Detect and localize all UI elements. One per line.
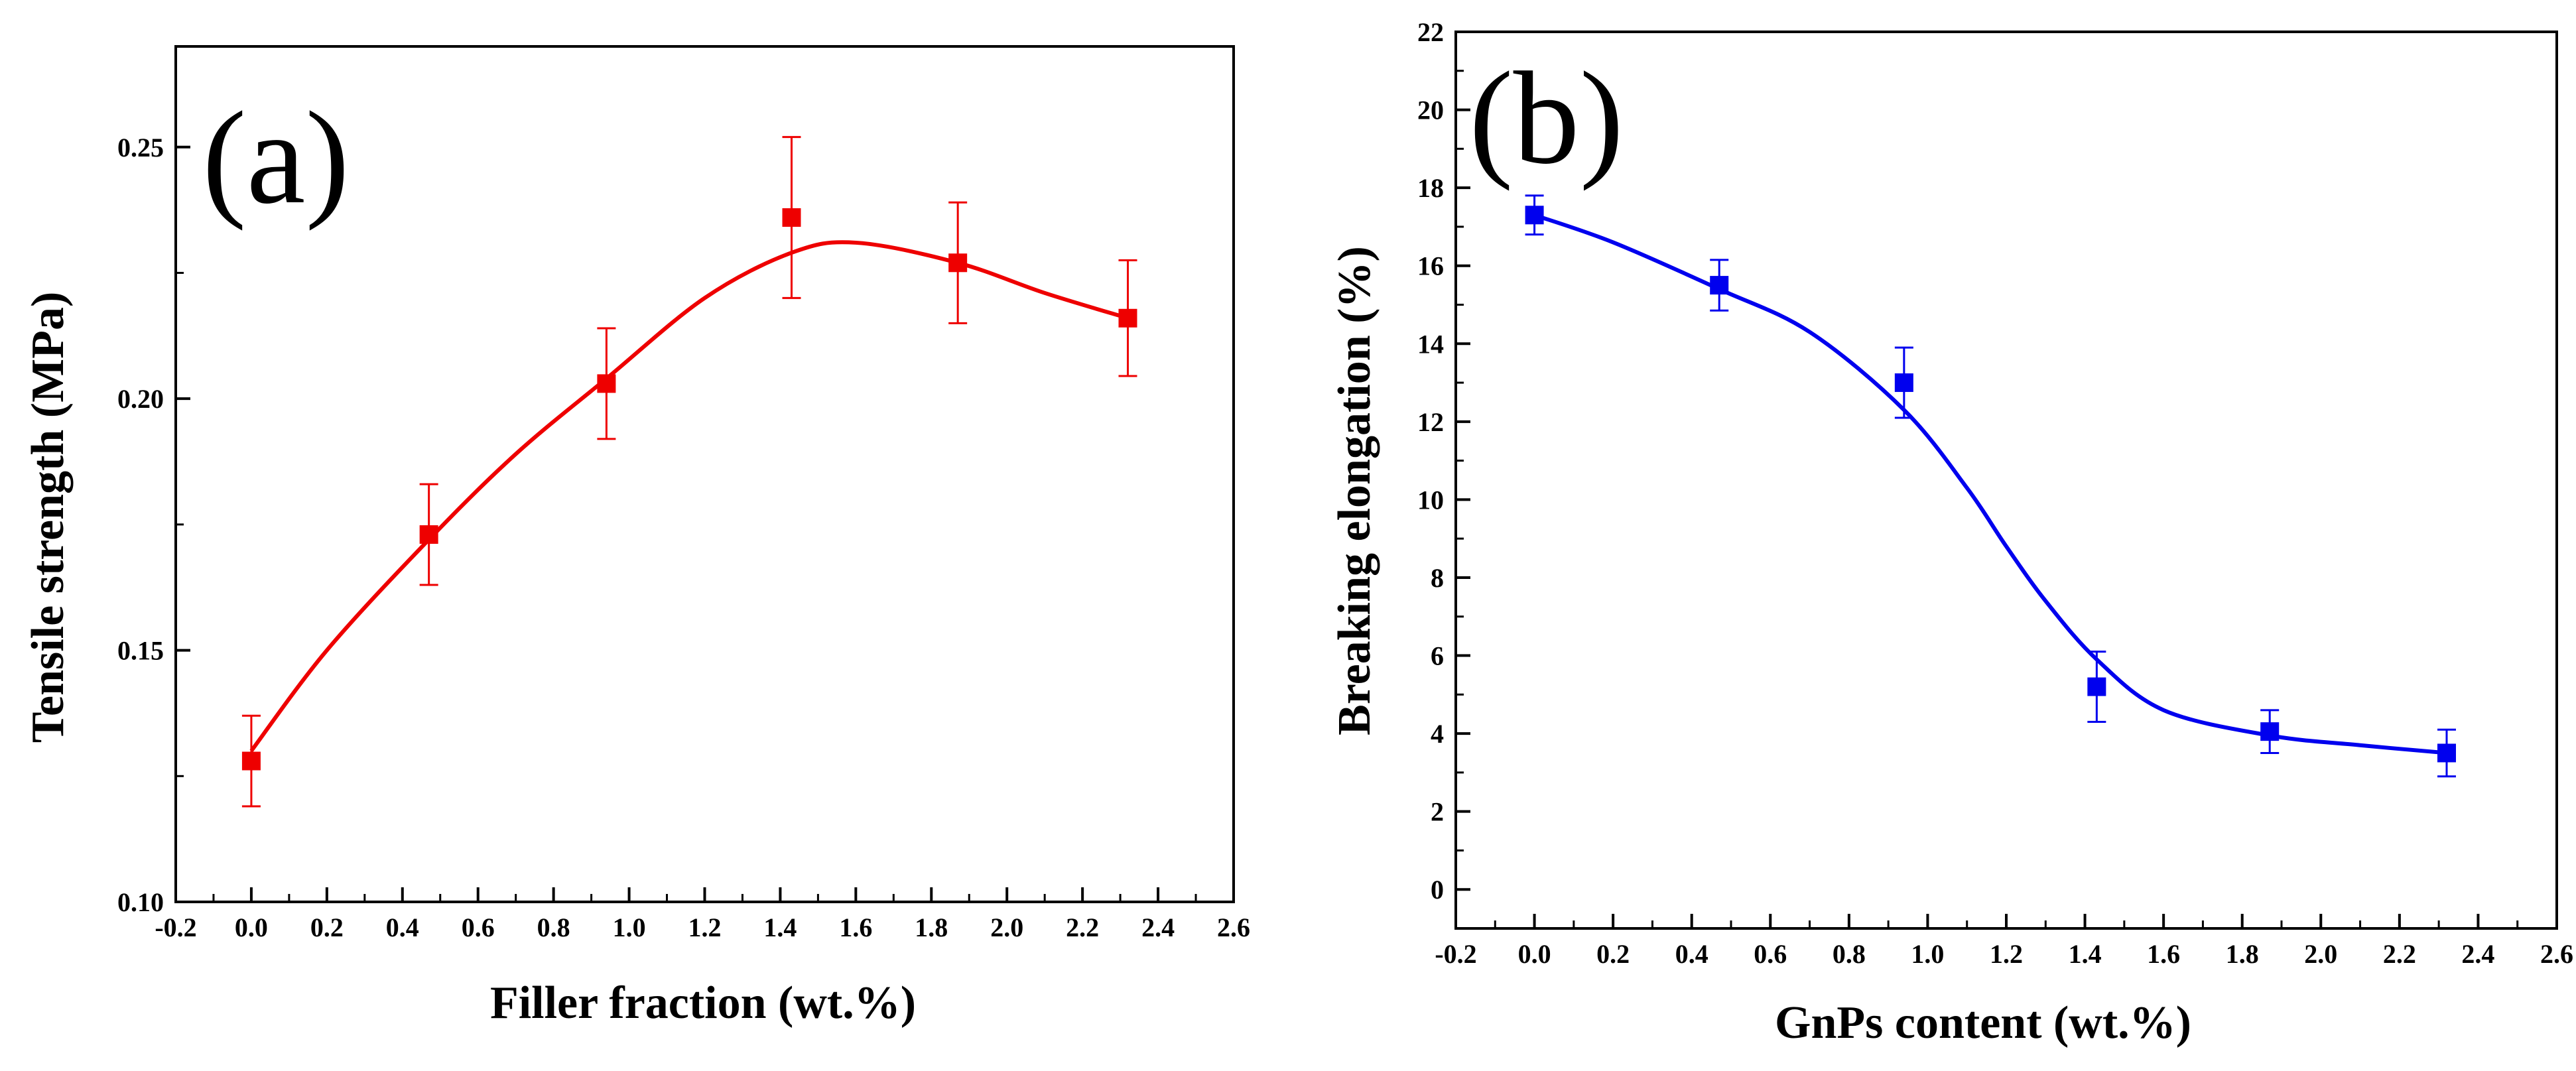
chart-panel-b: (b) GnPs content (wt.%) Breaking elongat… [1329,17,2573,1048]
x-tick-label-b: 1.8 [2226,939,2259,969]
data-point-b [2087,677,2106,696]
y-tick-label-a: 0.10 [117,887,164,917]
x-tick-label-a: 1.2 [688,913,722,942]
x-tick-label-b: 0.4 [1675,939,1708,969]
y-tick-label-b: 4 [1431,719,1444,749]
y-tick-label-a: 0.15 [117,636,164,666]
chart-panel-a: (a) Filler fraction (wt.%) Tensile stren… [23,45,1250,1029]
x-axis-title-a: Filler fraction (wt.%) [490,977,916,1029]
data-point-a [782,208,801,227]
x-tick-label-a: 1.0 [613,913,646,942]
y-tick-label-b: 20 [1417,95,1444,125]
data-point-a [1118,308,1137,328]
y-tick-label-a: 0.25 [117,133,164,162]
data-point-b [2260,722,2280,741]
y-tick-label-b: 8 [1431,563,1444,593]
fit-curve-a [249,240,1129,753]
x-tick-label-a: 1.8 [915,913,948,942]
x-tick-label-a: 2.6 [1217,913,1250,942]
x-tick-label-b: 0.6 [1754,939,1787,969]
panel-label-b: (b) [1469,45,1624,192]
x-tick-label-b: 1.4 [2069,939,2102,969]
y-tick-label-b: 16 [1417,251,1444,281]
data-point-a [419,525,438,544]
x-tick-label-b: 0.2 [1596,939,1630,969]
x-tick-label-b: 1.0 [1911,939,1944,969]
data-point-a [597,374,616,393]
y-axis-title-a: Tensile strength (MPa) [23,292,74,743]
data-point-a [948,253,968,273]
x-tick-label-a: 2.2 [1066,913,1099,942]
y-tick-label-b: 10 [1417,485,1444,515]
x-tick-label-b: 2.4 [2461,939,2494,969]
x-tick-label-b: 1.6 [2147,939,2180,969]
x-tick-label-a: 1.4 [763,913,797,942]
x-tick-label-b: 0.0 [1518,939,1551,969]
y-tick-label-b: 22 [1417,17,1444,47]
data-point-b [1894,373,1913,393]
data-point-b [1525,206,1544,225]
x-tick-label-a: 0.4 [386,913,419,942]
y-tick-label-b: 12 [1417,407,1444,437]
x-axis-title-b: GnPs content (wt.%) [1775,997,2191,1048]
y-tick-label-b: 2 [1431,797,1444,827]
data-point-a [241,751,261,771]
x-tick-label-a: 0.0 [235,913,268,942]
x-tick-label-b: 2.6 [2540,939,2573,969]
data-point-b [1710,276,1729,295]
x-tick-label-b: 2.2 [2383,939,2416,969]
y-tick-label-a: 0.20 [117,384,164,414]
y-tick-label-b: 6 [1431,641,1444,671]
x-tick-label-a: 0.8 [537,913,570,942]
panel-label-a: (a) [202,85,350,231]
x-tick-label-a: 0.2 [310,913,344,942]
x-tick-label-b: 2.0 [2304,939,2337,969]
x-tick-label-a: 2.4 [1141,913,1175,942]
data-point-b [2437,743,2456,763]
x-tick-label-a: 1.6 [839,913,872,942]
y-axis-title-b: Breaking elongation (%) [1329,246,1380,735]
y-tick-label-b: 0 [1431,875,1444,905]
x-tick-label-b: -0.2 [1435,939,1476,969]
x-tick-label-b: 1.2 [1990,939,2023,969]
x-tick-label-a: 0.6 [462,913,495,942]
x-tick-label-a: 2.0 [990,913,1023,942]
fit-curve-b [1533,213,2447,755]
x-tick-label-b: 0.8 [1833,939,1866,969]
y-tick-label-b: 18 [1417,173,1444,203]
y-tick-label-b: 14 [1417,329,1444,359]
x-tick-label-a: -0.2 [155,913,196,942]
